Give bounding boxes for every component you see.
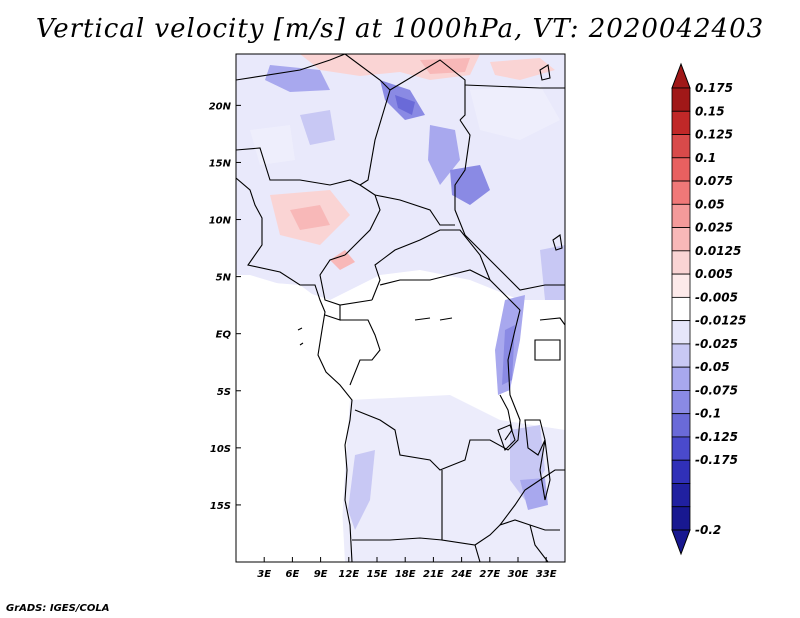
colorbar-swatch xyxy=(671,459,691,484)
colorbar-swatch xyxy=(671,413,691,438)
colorbar-label: 0.0125 xyxy=(695,244,741,258)
colorbar-swatch xyxy=(671,436,691,461)
colorbar: 0.175 0.15 0.125 0.1 0.075 0.05 0.025 0.0125 0.0… xyxy=(671,62,746,556)
colorbar-label: 0.15 xyxy=(695,104,725,118)
colorbar-swatch xyxy=(671,366,691,391)
colorbar-label: 0.175 xyxy=(695,81,733,95)
colorbar-swatch xyxy=(671,134,691,159)
colorbar-label: -0.1 xyxy=(695,407,721,421)
colorbar-swatch xyxy=(671,296,691,322)
colorbar-label: 0.025 xyxy=(695,221,733,235)
lon-tick-label: 27E xyxy=(479,569,500,580)
map-frame xyxy=(235,53,566,563)
velocity-field xyxy=(236,54,565,562)
lon-tick-label: 6E xyxy=(286,569,300,580)
colorbar-label: -0.0125 xyxy=(695,314,746,328)
colorbar-swatch xyxy=(671,483,691,508)
lon-tick-label: 9E xyxy=(314,569,328,580)
lat-tick-label: EQ xyxy=(216,330,232,341)
lon-tick-label: 30E xyxy=(508,569,529,580)
lon-tick-label: 18E xyxy=(395,569,416,580)
lat-tick-label: 10N xyxy=(209,216,232,227)
colorbar-swatch xyxy=(671,110,691,135)
colorbar-label: 0.005 xyxy=(695,267,733,281)
latitude-axis: 20N 15N 10N 5N EQ 5S 10S 15S xyxy=(209,101,241,512)
colorbar-swatch xyxy=(671,273,691,298)
colorbar-label: 0.05 xyxy=(695,197,725,211)
colorbar-label: -0.125 xyxy=(695,430,738,444)
lat-tick-label: 10S xyxy=(210,444,231,455)
longitude-axis: 3E 6E 9E 12E 15E 18E 21E 24E 27E 30E 33E xyxy=(257,557,557,580)
colorbar-swatch xyxy=(671,203,691,228)
lon-tick-label: 33E xyxy=(536,569,557,580)
lat-tick-label: 5S xyxy=(217,387,231,398)
lat-tick-label: 5N xyxy=(216,273,232,284)
lon-tick-label: 15E xyxy=(367,569,388,580)
colorbar-label: 0.125 xyxy=(695,128,733,142)
colorbar-swatch xyxy=(671,180,691,205)
colorbar-swatch xyxy=(671,87,691,112)
colorbar-swatch xyxy=(671,506,691,531)
lon-tick-label: 12E xyxy=(338,569,359,580)
colorbar-label: -0.05 xyxy=(695,360,730,374)
colorbar-label: -0.005 xyxy=(695,290,738,304)
colorbar-swatch xyxy=(671,157,691,182)
colorbar-label: -0.075 xyxy=(695,383,738,397)
colorbar-label: -0.025 xyxy=(695,337,738,351)
grads-credit: GrADS: IGES/COLA xyxy=(6,603,110,614)
colorbar-label: 0.075 xyxy=(695,174,733,188)
lat-tick-label: 15N xyxy=(209,158,232,169)
colorbar-swatch xyxy=(671,390,691,415)
colorbar-label: -0.2 xyxy=(695,523,721,537)
chart-title: Vertical velocity [m/s] at 1000hPa, VT: … xyxy=(35,14,765,44)
lon-tick-label: 24E xyxy=(451,569,472,580)
colorbar-swatch xyxy=(671,320,691,345)
lat-tick-label: 20N xyxy=(209,101,232,112)
colorbar-swatch xyxy=(671,250,691,275)
colorbar-max-arrow xyxy=(671,62,691,89)
colorbar-swatch xyxy=(671,227,691,252)
lon-tick-label: 3E xyxy=(257,569,271,580)
lat-tick-label: 15S xyxy=(210,501,231,512)
lon-tick-label: 21E xyxy=(423,569,444,580)
colorbar-min-arrow xyxy=(671,529,691,556)
boundaries xyxy=(236,54,565,562)
colorbar-label: 0.1 xyxy=(695,151,716,165)
colorbar-swatch xyxy=(671,343,691,368)
colorbar-label: -0.175 xyxy=(695,453,738,467)
